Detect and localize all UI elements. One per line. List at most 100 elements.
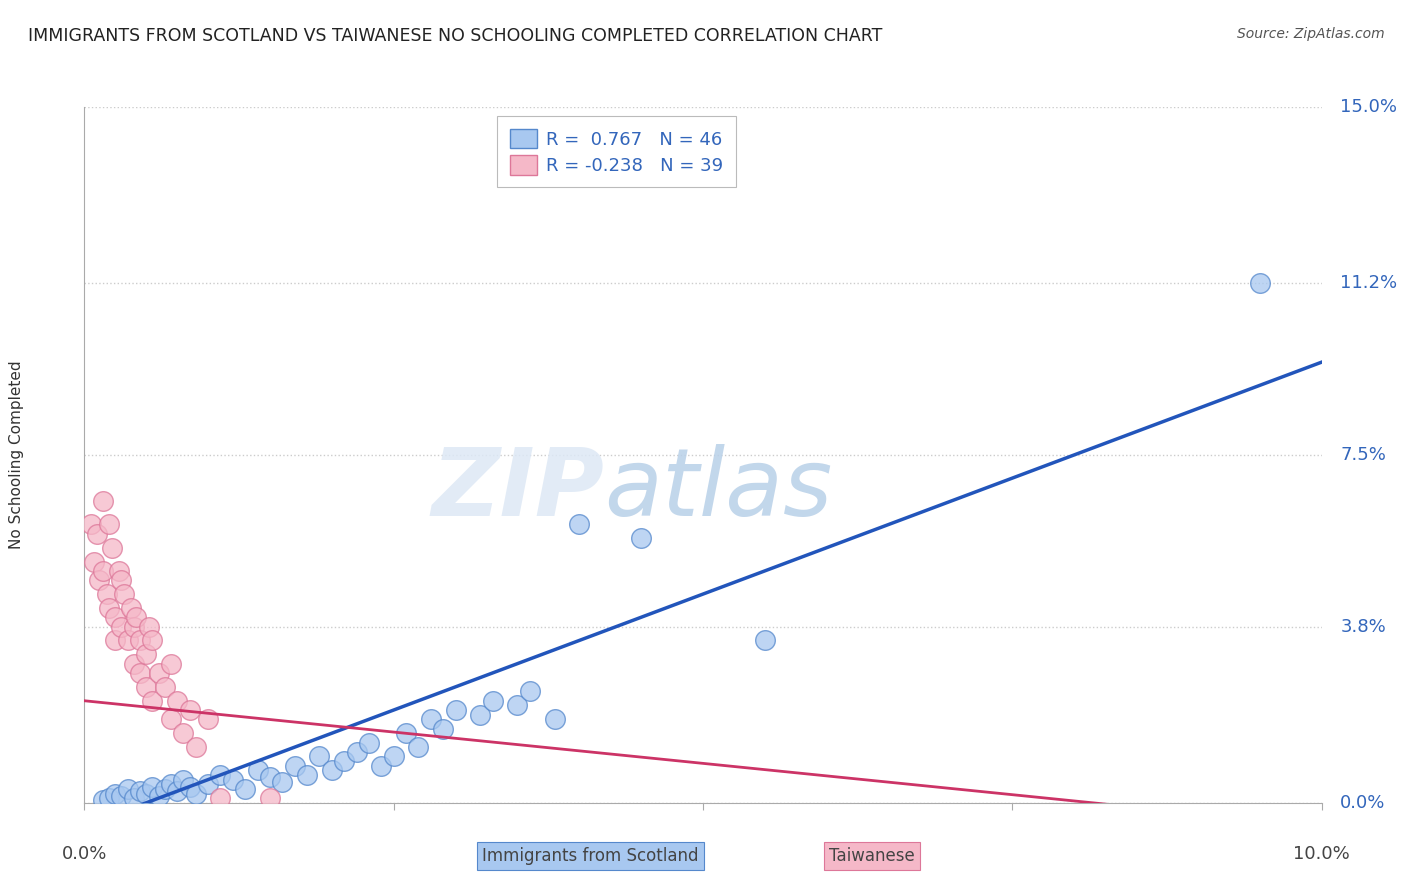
Point (172, 726, 194, 740)
Point (141, 780, 163, 794)
Point (160, 657, 183, 671)
Point (153, 781, 176, 796)
Point (209, 791, 232, 805)
Point (444, 703, 467, 717)
Point (98, 791, 121, 805)
Point (432, 722, 454, 736)
Point (117, 781, 139, 796)
Point (79, 517, 101, 532)
Point (284, 758, 307, 772)
Point (98, 517, 121, 532)
Point (89, 573, 111, 587)
Point (370, 758, 392, 772)
Point (172, 772, 194, 787)
Point (197, 712, 219, 726)
Text: Taiwanese: Taiwanese (830, 847, 914, 865)
Point (160, 712, 183, 726)
Point (125, 610, 148, 624)
Point (160, 777, 183, 791)
Point (259, 770, 281, 784)
Point (333, 754, 356, 768)
Point (295, 768, 318, 782)
Point (271, 775, 294, 789)
Point (129, 665, 152, 680)
Point (543, 712, 565, 726)
Point (346, 745, 368, 759)
Point (129, 633, 152, 648)
Point (135, 648, 157, 662)
Point (357, 735, 380, 749)
Text: 10.0%: 10.0% (1294, 845, 1350, 863)
Point (1249, 277, 1271, 291)
Text: 15.0%: 15.0% (1340, 98, 1398, 116)
Point (104, 610, 127, 624)
Point (110, 789, 132, 803)
Text: No Schooling Completed: No Schooling Completed (8, 360, 24, 549)
Point (108, 564, 131, 578)
Point (120, 601, 142, 615)
Point (166, 694, 188, 708)
Point (141, 694, 163, 708)
Point (568, 517, 591, 532)
Point (122, 619, 145, 633)
Point (135, 680, 157, 694)
Point (141, 633, 163, 648)
Point (419, 712, 441, 726)
Point (754, 633, 776, 648)
Point (83, 555, 105, 569)
Point (179, 780, 201, 794)
Point (395, 726, 418, 740)
Point (112, 587, 135, 601)
Text: IMMIGRANTS FROM SCOTLAND VS TAIWANESE NO SCHOOLING COMPLETED CORRELATION CHART: IMMIGRANTS FROM SCOTLAND VS TAIWANESE NO… (28, 27, 883, 45)
Point (308, 749, 330, 764)
Point (209, 768, 232, 782)
Point (91, 494, 114, 508)
Text: Source: ZipAtlas.com: Source: ZipAtlas.com (1237, 27, 1385, 41)
Text: 7.5%: 7.5% (1340, 446, 1386, 464)
Text: 0.0%: 0.0% (1340, 794, 1385, 812)
Text: 0.0%: 0.0% (62, 845, 107, 863)
Text: 11.2%: 11.2% (1340, 275, 1398, 293)
Point (233, 781, 256, 796)
Point (481, 694, 503, 708)
Point (104, 633, 127, 648)
Point (135, 787, 157, 801)
Point (630, 532, 652, 546)
Point (166, 784, 188, 798)
Point (408, 740, 430, 755)
Point (98, 601, 121, 615)
Point (148, 665, 170, 680)
Point (222, 772, 245, 787)
Legend: R =  0.767   N = 46, R = -0.238   N = 39: R = 0.767 N = 46, R = -0.238 N = 39 (498, 116, 735, 187)
Point (91, 564, 114, 578)
Point (91, 793, 114, 807)
Point (104, 787, 127, 801)
Text: ZIP: ZIP (432, 443, 605, 536)
Point (382, 749, 405, 764)
Point (100, 541, 122, 555)
Point (138, 619, 160, 633)
Point (321, 764, 343, 778)
Point (519, 684, 541, 698)
Point (470, 707, 492, 722)
Point (110, 619, 132, 633)
Point (129, 784, 152, 798)
Point (506, 698, 529, 713)
Text: Immigrants from Scotland: Immigrants from Scotland (482, 847, 699, 865)
Point (197, 777, 219, 791)
Point (148, 789, 170, 803)
Point (122, 657, 145, 671)
Point (259, 791, 281, 805)
Point (110, 573, 132, 587)
Point (117, 633, 139, 648)
Text: 3.8%: 3.8% (1340, 617, 1386, 635)
Text: atlas: atlas (605, 444, 832, 535)
Point (246, 764, 269, 778)
Point (122, 791, 145, 805)
Point (86, 526, 108, 541)
Point (184, 787, 207, 801)
Point (179, 703, 201, 717)
Point (153, 680, 176, 694)
Point (96, 587, 118, 601)
Point (184, 740, 207, 755)
